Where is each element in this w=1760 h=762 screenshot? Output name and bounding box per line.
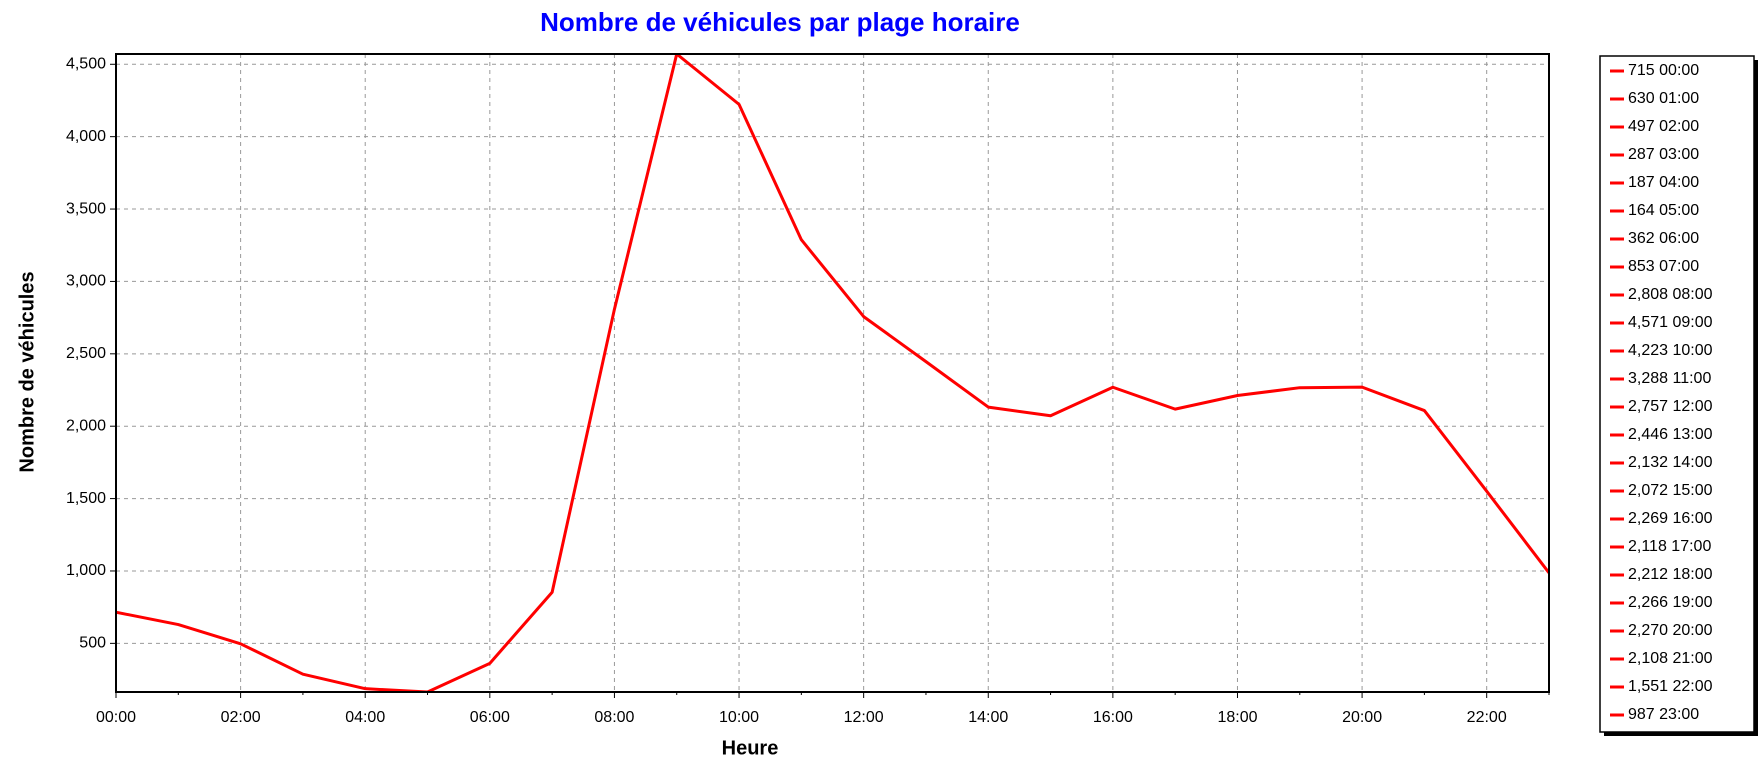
legend-label: 2,757 12:00 [1628,398,1713,415]
legend-label: 2,132 14:00 [1628,454,1713,471]
y-tick-label: 2,500 [66,345,106,362]
x-tick-label: 18:00 [1217,709,1257,726]
x-tick-label: 02:00 [221,709,261,726]
x-tick-label: 08:00 [594,709,634,726]
legend-label: 362 06:00 [1628,230,1699,247]
legend-label: 2,266 19:00 [1628,594,1713,611]
legend-label: 2,269 16:00 [1628,510,1713,527]
legend-label: 987 23:00 [1628,706,1699,723]
x-tick-label: 04:00 [345,709,385,726]
x-tick-label: 22:00 [1467,709,1507,726]
x-tick-label: 12:00 [844,709,884,726]
y-tick-label: 3,000 [66,273,106,290]
y-tick-label: 3,500 [66,200,106,217]
x-tick-label: 14:00 [968,709,1008,726]
line-series [116,54,1549,692]
y-tick-label: 1,500 [66,490,106,507]
y-tick-label: 4,000 [66,128,106,145]
x-tick-label: 06:00 [470,709,510,726]
legend-label: 2,270 20:00 [1628,622,1713,639]
legend-label: 2,118 17:00 [1628,538,1711,555]
x-tick-label: 10:00 [719,709,759,726]
legend-label: 2,446 13:00 [1628,426,1713,443]
legend-label: 164 05:00 [1628,202,1699,219]
legend-label: 4,571 09:00 [1628,314,1713,331]
x-tick-label: 16:00 [1093,709,1133,726]
y-tick-label: 500 [79,635,106,652]
legend-label: 2,212 18:00 [1628,566,1713,583]
legend: 715 00:00 630 01:00 497 02:00 287 03:00 187 … [1610,62,1713,723]
legend-label: 187 04:00 [1628,174,1699,191]
legend-label: 2,808 08:00 [1628,286,1713,303]
x-tick-label: 00:00 [96,709,136,726]
legend-label: 287 03:00 [1628,146,1699,163]
legend-label: 2,072 15:00 [1628,482,1713,499]
y-axis-title: Nombre de véhicules [16,271,38,472]
legend-label: 630 01:00 [1628,90,1699,107]
legend-label: 497 02:00 [1628,118,1699,135]
legend-box [1599,55,1755,733]
legend-label: 715 00:00 [1628,62,1699,79]
y-tick-label: 4,500 [66,55,106,72]
legend-label: 853 07:00 [1628,258,1699,275]
y-tick-label: 2,000 [66,417,106,434]
plot-area [116,54,1549,692]
chart-title: Nombre de véhicules par plage horaire [540,7,1020,37]
x-axis-title: Heure [722,737,779,759]
legend-label: 3,288 11:00 [1628,370,1711,387]
x-tick-label: 20:00 [1342,709,1382,726]
legend-label: 4,223 10:00 [1628,342,1713,359]
legend-label: 1,551 22:00 [1628,678,1713,695]
legend-label: 2,108 21:00 [1628,650,1713,667]
plot-frame [115,53,1550,693]
grid [115,54,1549,692]
y-tick-label: 1,000 [66,562,106,579]
